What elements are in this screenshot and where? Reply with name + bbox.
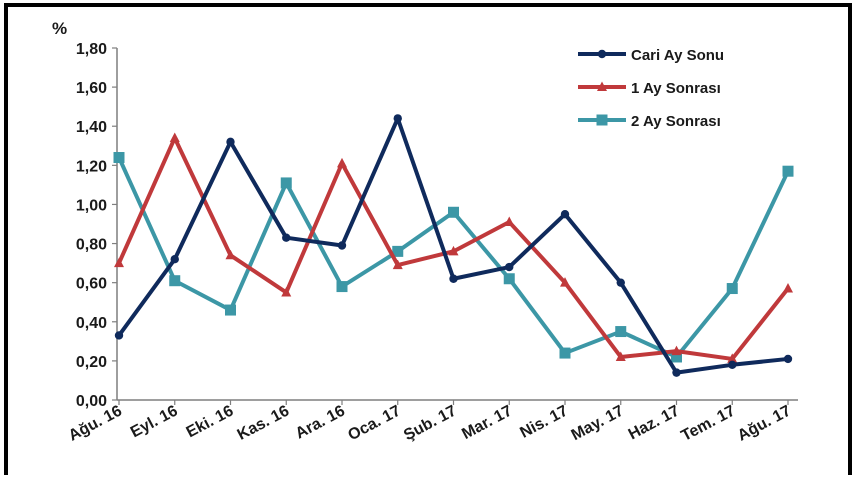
- legend-swatch-marker: [597, 81, 607, 91]
- y-tick-label: 0,40: [76, 315, 107, 332]
- legend-item: 1 Ay Sonrası: [578, 80, 721, 97]
- data-point: [783, 354, 793, 364]
- chart-frame: [4, 3, 852, 475]
- series-2: [114, 132, 793, 363]
- x-tick-label: Ara. 16: [293, 402, 348, 442]
- x-tick-label: Ağu. 17: [735, 402, 794, 444]
- axes: [116, 48, 798, 401]
- data-point: [337, 241, 347, 250]
- x-tick-label: Şub. 17: [401, 402, 459, 444]
- y-axis-unit-label: %: [52, 19, 67, 38]
- data-point: [226, 137, 235, 147]
- data-point: [782, 165, 794, 177]
- data-point: [281, 286, 292, 297]
- data-point: [728, 360, 737, 369]
- data-point: [504, 216, 515, 227]
- data-point: [336, 281, 348, 293]
- y-tick-label: 0,00: [76, 393, 107, 410]
- data-point: [505, 262, 514, 272]
- data-point: [170, 255, 179, 264]
- data-point: [503, 273, 515, 285]
- x-tick-label: Kas. 16: [235, 402, 293, 443]
- legend-item: 2 Ay Sonrası: [578, 113, 721, 130]
- data-point: [114, 331, 124, 340]
- data-point: [169, 275, 181, 287]
- x-tick-label: Oca. 17: [345, 402, 403, 444]
- y-tick-label: 1,40: [76, 119, 107, 136]
- data-point: [671, 351, 682, 363]
- data-point: [280, 177, 292, 189]
- y-tick-label: 0,80: [76, 237, 107, 254]
- legend-label: Cari Ay Sonu: [631, 47, 724, 64]
- series-3: [113, 152, 794, 363]
- legend-swatch-marker: [596, 114, 608, 126]
- data-point: [225, 249, 236, 260]
- data-point: [337, 157, 347, 168]
- data-point: [448, 245, 459, 256]
- y-tick-label: 0,20: [76, 354, 107, 371]
- y-axis-ticks: 0,00 0,20 0,40 0,60 0,80 1,00 1,20 1,40 1,60 1,80: [76, 41, 117, 410]
- data-point: [616, 278, 625, 287]
- series-line: [117, 155, 790, 359]
- data-point: [559, 347, 571, 359]
- x-tick-label: Nis. 17: [517, 402, 571, 441]
- y-tick-label: 1,80: [76, 41, 107, 58]
- data-point: [672, 368, 681, 377]
- data-point: [726, 283, 738, 295]
- series-line: [117, 116, 790, 375]
- data-point: [448, 206, 459, 218]
- data-point: [783, 283, 793, 293]
- data-point: [615, 351, 626, 361]
- data-point: [113, 152, 125, 164]
- legend: Cari Ay Sonu 1 Ay Sonrası 2 Ay Sonrası: [578, 47, 724, 130]
- data-point: [225, 304, 236, 316]
- data-point: [727, 353, 738, 363]
- data-point: [392, 259, 403, 270]
- data-point: [392, 245, 404, 257]
- legend-label: 2 Ay Sonrası: [631, 113, 721, 130]
- data-point: [560, 277, 570, 287]
- series-1: [114, 114, 793, 377]
- series-group: [113, 114, 794, 377]
- data-point: [449, 274, 458, 283]
- data-point: [560, 210, 570, 219]
- y-tick-label: 1,20: [76, 158, 107, 175]
- data-point: [169, 132, 180, 142]
- data-point: [671, 345, 682, 356]
- x-tick-label: Mar. 17: [459, 402, 515, 443]
- data-point: [114, 257, 124, 268]
- x-tick-label: Eki. 16: [184, 402, 237, 441]
- x-tick-label: May. 17: [569, 402, 627, 444]
- y-tick-label: 0,60: [76, 276, 107, 293]
- x-tick-label: Haz. 17: [626, 402, 683, 443]
- data-point: [282, 233, 291, 242]
- legend-label: 1 Ay Sonrası: [631, 80, 721, 97]
- data-point: [393, 114, 402, 123]
- x-tick-label: Tem. 17: [679, 402, 739, 444]
- y-tick-label: 1,00: [76, 197, 107, 214]
- legend-item: Cari Ay Sonu: [578, 47, 724, 64]
- data-point: [615, 326, 627, 338]
- y-tick-label: 1,60: [76, 80, 107, 97]
- legend-swatch-marker: [597, 49, 607, 59]
- x-tick-label: Eyl. 16: [128, 402, 181, 441]
